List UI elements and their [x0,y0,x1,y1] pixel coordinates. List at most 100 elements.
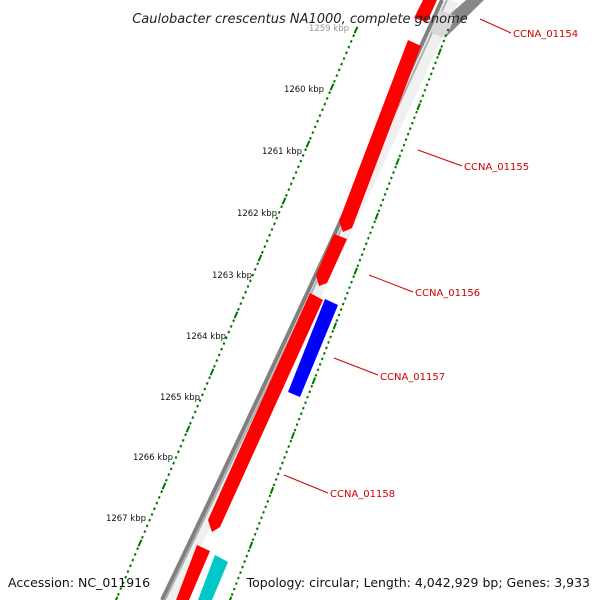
gene-ccna-01156-feature[interactable] [316,234,347,286]
gene-label-ccna-01158[interactable]: CCNA_01158 [330,489,395,500]
scale-minor-tick [434,61,437,65]
scale-minor-tick [268,494,272,498]
scale-minor-tick [369,231,372,235]
scale-major-tick [209,368,215,376]
gene-ccna-01154-feature[interactable] [414,0,437,22]
scale-minor-tick [323,102,327,106]
scale-minor-tick [358,258,362,262]
scale-minor-tick [356,264,360,268]
scale-major-tick [305,140,311,148]
scale-minor-tick [217,353,221,357]
scale-minor-tick [398,154,402,158]
scale-minor-tick [220,347,224,351]
scale-minor-tick [251,273,255,277]
scale-minor-tick [248,279,252,283]
scale-minor-tick [289,439,293,443]
gene-ccna-01158-feature[interactable] [208,293,323,532]
scale-minor-tick [230,593,234,596]
genome-backbone-shade [430,10,456,38]
scale-minor-tick [239,571,242,575]
gene-label-ccna-01155[interactable]: CCNA_01155 [464,162,529,173]
scale-minor-tick [224,336,228,340]
scale-major-tick [161,482,167,490]
scale-minor-tick [329,335,332,339]
scale-minor-tick [402,143,406,147]
scale-minor-tick [292,176,296,180]
scale-minor-tick [373,220,377,224]
tick-track-inner [228,28,450,600]
scale-minor-tick [203,387,207,391]
scale-minor-tick [119,587,123,591]
scale-minor-tick [237,576,240,580]
scale-minor-tick [140,535,144,539]
scale-minor-tick [172,461,176,465]
scale-minor-tick [245,554,249,558]
scale-minor-tick [299,412,303,416]
scale-major-tick [332,322,338,330]
scale-minor-tick [287,445,291,449]
scale-minor-tick [285,450,288,454]
scale-minor-tick [346,291,349,295]
scale-minor-tick [331,329,335,333]
scale-minor-tick [169,467,173,471]
scale-minor-tick [311,131,315,135]
scale-minor-tick [124,575,128,579]
scale-minor-tick [337,68,341,72]
scale-major-tick [137,539,143,547]
scale-minor-tick [265,239,269,243]
scale-minor-tick [429,72,433,76]
scale-minor-tick [297,417,301,421]
gene-label-ccna-01154[interactable]: CCNA_01154 [513,29,578,40]
scale-minor-tick [205,381,209,385]
scale-minor-tick [241,296,245,300]
tick-label-1266: 1266 kbp [133,453,173,463]
scale-minor-tick [446,28,450,32]
scale-minor-tick [350,280,353,284]
leader-ccna-01156 [368,274,414,293]
tick-label-1262: 1262 kbp [237,209,277,219]
scale-major-tick [374,212,379,220]
scale-minor-tick [275,216,279,220]
gene-ccna-01155-feature[interactable] [339,40,421,232]
scale-minor-tick [229,324,233,328]
scale-minor-tick [304,148,308,152]
scale-minor-tick [342,56,346,61]
gene-label-ccna-01157[interactable]: CCNA_01157 [380,372,445,383]
scale-minor-tick [387,181,391,185]
scale-minor-tick [276,472,280,476]
scale-minor-tick [304,401,307,405]
scale-major-tick [269,486,275,495]
scale-minor-tick [255,527,259,531]
scale-minor-tick [289,182,293,186]
scale-minor-tick [131,558,135,562]
scale-major-tick [114,596,119,600]
gene-next-rna-feature[interactable] [198,555,228,600]
scale-minor-tick [274,477,278,481]
scale-minor-tick [419,99,423,103]
leader-ccna-01157 [333,357,379,376]
gene-ccna-01157-feature[interactable] [288,299,338,397]
scale-major-tick [290,431,296,440]
scale-minor-tick [188,421,192,425]
scale-minor-tick [344,51,348,55]
scale-minor-tick [335,319,339,322]
scale-minor-tick [295,423,299,427]
accession-text: Accession: NC_011916 [8,575,150,590]
scale-minor-tick [198,398,202,403]
scale-minor-tick [227,330,231,334]
scale-major-tick [248,541,254,549]
scale-minor-tick [143,530,147,534]
scale-minor-tick [155,501,159,505]
scale-minor-tick [390,176,393,180]
gene-label-ccna-01156[interactable]: CCNA_01156 [415,288,480,299]
scale-minor-tick [404,138,408,142]
scale-minor-tick [253,532,257,536]
gene-next-forward-feature[interactable] [176,545,210,600]
scale-minor-tick [325,96,329,100]
scale-major-tick [281,197,287,205]
scale-minor-tick [232,319,236,323]
scale-minor-tick [366,236,370,240]
scale-major-tick [233,311,239,319]
scale-minor-tick [263,245,267,249]
